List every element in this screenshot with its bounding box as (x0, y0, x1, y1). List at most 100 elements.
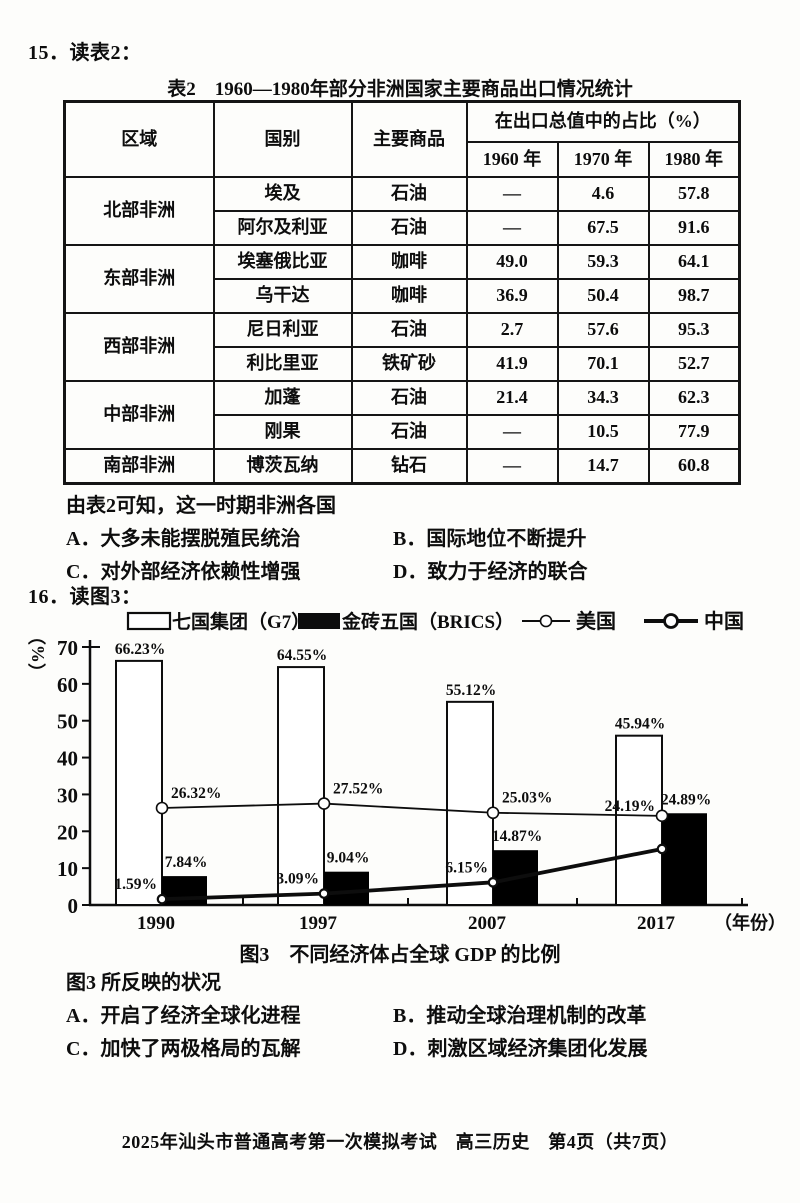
q15-option-d: D．致力于经济的联合 (393, 561, 588, 583)
us-point (317, 797, 331, 810)
y-tick-label: 40 (57, 747, 78, 771)
us-point (655, 809, 669, 823)
g7-bar (615, 734, 663, 906)
table-row: 阿尔及利亚 石油 — 67.5 91.6 (65, 210, 741, 246)
value-cell: 67.5 (556, 210, 650, 246)
x-category-label: 2007 (468, 913, 507, 934)
q15-option-c: C．对外部经济依赖性增强 (66, 561, 301, 583)
y-tick-label: 70 (57, 636, 78, 660)
q16-option-a: A．开启了经济全球化进程 (66, 1005, 301, 1027)
table-row: 西部非洲 尼日利亚 石油 2.7 57.6 95.3 (63, 312, 741, 382)
value-cell: 95.3 (647, 312, 741, 348)
value-cell: 62.3 (647, 380, 741, 416)
y-tick-label: 10 (57, 857, 78, 881)
table-row: 东部非洲 埃塞俄比亚 咖啡 49.0 59.3 64.1 (63, 244, 741, 314)
value-cell: 41.9 (465, 346, 559, 382)
commodity-cell: 钻石 (350, 448, 468, 484)
col-header-1980: 1980 年 (647, 141, 741, 178)
col-header-commodity: 主要商品 (350, 100, 468, 178)
us-point (155, 801, 169, 815)
g7-bar (277, 666, 325, 906)
value-cell: 49.0 (465, 244, 559, 280)
value-cell: — (465, 414, 559, 450)
g7-value-label: 45.94% (615, 716, 665, 733)
country-cell: 加蓬 (212, 380, 353, 416)
commodity-cell: 咖啡 (350, 278, 468, 314)
legend-us-marker (539, 614, 553, 628)
china-point (656, 843, 668, 855)
china-point (487, 877, 499, 888)
value-cell: 60.8 (647, 448, 741, 484)
value-cell: 57.8 (647, 176, 741, 212)
commodity-cell: 石油 (350, 176, 468, 212)
q15-option-b: B．国际地位不断提升 (393, 528, 587, 550)
china-value-label: 1.59% (114, 876, 157, 893)
col-header-region: 区域 (63, 100, 215, 178)
brics-value-label: 9.04% (327, 850, 370, 867)
value-cell: 91.6 (647, 210, 741, 246)
x-category-label: 1997 (299, 913, 338, 934)
col-header-share-group: 在出口总值中的占比（%） (465, 100, 741, 143)
table2: 区域 国别 主要商品 在出口总值中的占比（%） 1960 年 1970 年 19… (63, 100, 742, 485)
china-value-label: 3.09% (276, 871, 319, 888)
value-cell: 4.6 (556, 176, 650, 212)
value-cell: 10.5 (556, 414, 650, 450)
region-cell: 南部非洲 (63, 448, 215, 484)
table-row: 刚果 石油 — 10.5 77.9 (65, 414, 741, 450)
figure3-caption: 图3 不同经济体占全球 GDP 的比例 (239, 944, 561, 966)
q15-option-a: A．大多未能摆脱殖民统治 (66, 528, 301, 550)
value-cell: 64.1 (647, 244, 741, 280)
value-cell: 34.3 (556, 380, 650, 416)
x-axis-unit: （年份） (714, 912, 786, 933)
us-point (486, 806, 500, 820)
us-value-label: 26.32% (171, 785, 221, 802)
table-row: 南部非洲 博茨瓦纳 钻石 — 14.7 60.8 (63, 448, 741, 484)
value-cell: — (465, 210, 559, 246)
col-header-1960: 1960 年 (465, 141, 559, 178)
page-footer: 2025年汕头市普通高考第一次模拟考试 高三历史 第4页（共7页） (121, 1132, 679, 1152)
legend-g7-swatch (126, 611, 172, 631)
country-cell: 埃塞俄比亚 (212, 244, 353, 280)
brics-bar (662, 813, 707, 905)
value-cell: 21.4 (465, 380, 559, 416)
table-row: 乌干达 咖啡 36.9 50.4 98.7 (65, 278, 741, 314)
table-row: 中部非洲 加蓬 石油 21.4 34.3 62.3 (63, 380, 741, 450)
y-tick-label: 30 (57, 783, 78, 807)
brics-value-label: 14.87% (492, 828, 542, 845)
q15-question: 由表2可知，这一时期非洲各国 (66, 495, 336, 517)
y-tick-label: 50 (57, 710, 78, 734)
commodity-cell: 咖啡 (350, 244, 468, 280)
table2-title: 表2 1960—1980年部分非洲国家主要商品出口情况统计 (167, 79, 633, 100)
x-category-label: 2017 (637, 913, 676, 934)
us-value-label: 25.03% (502, 790, 552, 807)
brics-value-label: 7.84% (165, 854, 208, 871)
region-cell: 北部非洲 (63, 176, 215, 246)
us-value-label: 27.52% (333, 781, 383, 798)
g7-value-label: 55.12% (446, 682, 496, 699)
col-header-country: 国别 (212, 100, 353, 178)
value-cell: — (465, 448, 559, 484)
value-cell: 98.7 (647, 278, 741, 314)
q16-question: 图3 所反映的状况 (66, 972, 221, 994)
value-cell: 77.9 (647, 414, 741, 450)
brics-bar (324, 871, 369, 905)
legend-china-label: 中国 (704, 609, 744, 633)
china-point (156, 893, 168, 905)
us-value-label: 24.19% (605, 798, 655, 815)
g7-value-label: 66.23% (115, 641, 165, 658)
q16-stem: 16．读图3： (28, 586, 142, 608)
country-cell: 利比里亚 (212, 346, 353, 382)
value-cell: — (465, 176, 559, 212)
commodity-cell: 铁矿砂 (350, 346, 468, 382)
legend-china-marker (663, 613, 679, 629)
value-cell: 2.7 (465, 312, 559, 348)
col-header-1970: 1970 年 (556, 141, 650, 178)
legend-brics-label: 金砖五国（BRICS） (341, 610, 514, 633)
value-cell: 70.1 (556, 346, 650, 382)
china-line (161, 847, 663, 902)
commodity-cell: 石油 (350, 414, 468, 450)
value-cell: 50.4 (556, 278, 650, 314)
q16-option-c: C．加快了两极格局的瓦解 (66, 1038, 301, 1060)
value-cell: 59.3 (556, 244, 650, 280)
